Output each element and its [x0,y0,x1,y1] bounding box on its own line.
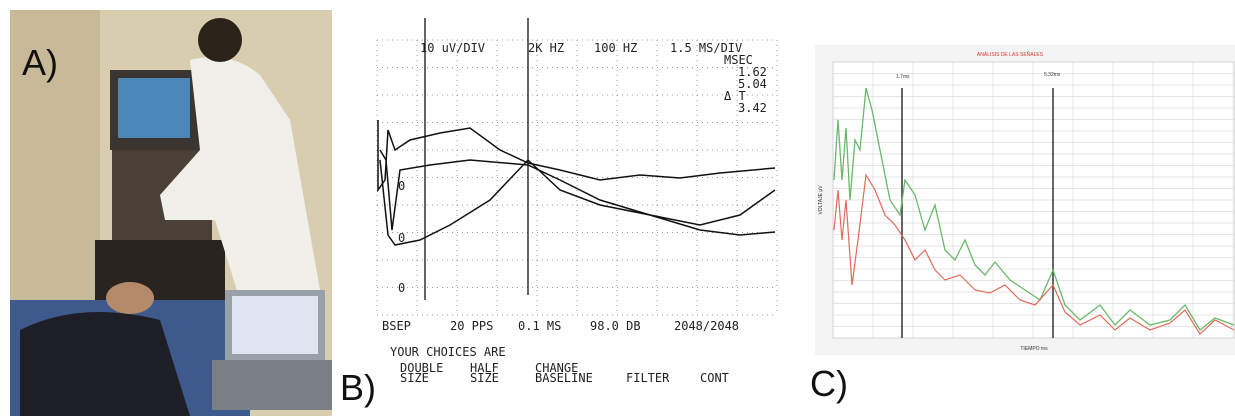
doctor-coat [160,57,320,301]
header-text: 100 HZ [594,41,637,55]
red-signal [833,173,1235,335]
evoked-potential-screen: 10 uV/DIV 2K HZ 100 HZ 1.5 MS/DIV MSEC 1… [340,18,778,408]
choice: HALF [470,361,499,375]
green-signal [833,87,1235,331]
trace-marker: 0 [398,231,405,245]
choice: FILTER [626,371,670,385]
choice: BASELINE [535,371,593,385]
prompt: YOUR CHOICES ARE [390,345,506,359]
waveforms [377,120,776,246]
monitor-screen [118,78,190,138]
doctor-head [198,18,242,62]
readout: 3.42 [738,101,767,115]
choice: SIZE [400,371,429,385]
status-text: BSEP [382,319,411,333]
status-text: 98.0 DB [590,319,641,333]
trace-marker: 0 [398,281,405,295]
readout: MSEC [724,53,753,67]
status-text: 2048/2048 [674,319,739,333]
trace-marker: 0 [398,179,405,193]
panel-label: C) [810,363,848,404]
readout: 5.04 [738,77,767,91]
y-axis-title: VOLTAJE µV [818,185,824,215]
signal-chart: ANÁLISIS DE LAS SEÑALES 1.7ms 5.32ms TIE… [810,45,1235,404]
choice: DOUBLE [400,361,443,375]
cursor-label: 5.32ms [1044,72,1061,78]
readout: Δ T [724,89,746,103]
header-text: 1.5 MS/DIV [670,41,742,55]
panel-label: A) [22,42,58,83]
patient [20,312,190,416]
readout: 1.62 [738,65,767,79]
header-text: 2K HZ [528,41,564,55]
header-text: 10 uV/DIV [420,41,485,55]
panel-label: B) [340,367,376,408]
grid [832,61,1235,339]
grid [376,39,778,316]
x-axis-title: TIEMPO ms [1020,346,1048,352]
laptop-base [212,360,332,410]
status-text: 20 PPS [450,319,493,333]
laptop-screen [232,296,318,354]
chart-title: ANÁLISIS DE LAS SEÑALES [977,51,1044,58]
cursor-label: 1.7ms [896,74,910,80]
patient-head [106,282,154,314]
choice: SIZE [470,371,499,385]
choice: CHANGE [535,361,578,375]
choice: CONT [700,371,729,385]
status-text: 0.1 MS [518,319,561,333]
photo: A) [10,10,332,416]
